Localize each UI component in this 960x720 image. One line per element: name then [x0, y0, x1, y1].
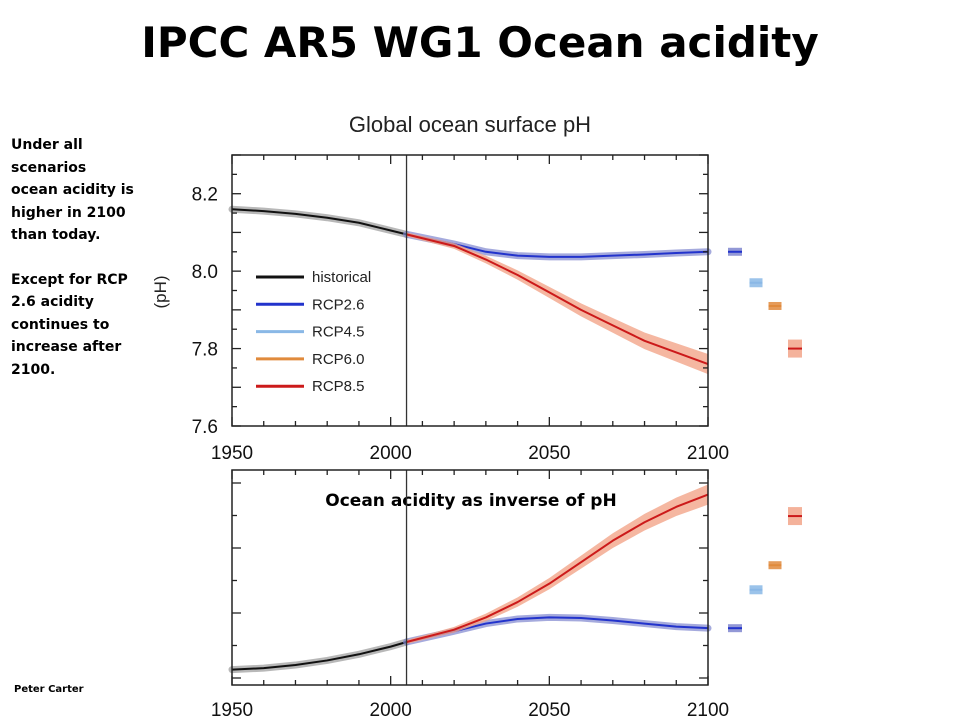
y-tick-label: 8.2 [192, 185, 218, 206]
x-tick-label: 1950 [211, 700, 253, 720]
band-historical [228, 638, 411, 674]
series-line-rcp26 [406, 616, 709, 643]
panel2-ticks: 1950 2000 2050 2100 [211, 470, 729, 720]
side-note: Under all scenarios ocean acidity is hig… [11, 134, 136, 403]
x-tick-label: 2100 [687, 443, 729, 464]
series-line-historical [231, 208, 407, 236]
x-tick-label: 2050 [528, 443, 570, 464]
panel1-y-axis-label: (pH) [151, 275, 170, 308]
y-tick-label: 7.6 [192, 417, 218, 438]
panel1-plot [228, 155, 802, 426]
y-tick-label: 7.8 [192, 340, 218, 361]
legend-label-rcp45: RCP4.5 [312, 324, 365, 341]
series-line-rcp85 [406, 493, 709, 643]
band-historical [228, 205, 411, 238]
series-line-rcp85 [406, 233, 709, 365]
x-tick-label: 2050 [528, 700, 570, 720]
panel1-title: Global ocean surface pH [349, 112, 591, 137]
band-rcp85 [406, 484, 708, 644]
panel1-legend: historical RCP2.6 RCP4.5 RCP6.0 RCP8.5 [256, 269, 371, 395]
slide-title: IPCC AR5 WG1 Ocean acidity [141, 18, 819, 67]
legend-label-historical: historical [312, 269, 371, 286]
x-tick-label: 1950 [211, 443, 253, 464]
panel2-title: Ocean acidity as inverse of pH [325, 491, 616, 511]
series-line-historical [231, 641, 407, 671]
panel2-plot [228, 470, 802, 685]
panel1-ticks: 1950 2000 2050 2100 7.6 7.8 8.0 8.2 [192, 154, 729, 464]
panel2-frame [231, 469, 709, 686]
band-rcp85 [406, 232, 708, 375]
legend-label-rcp85: RCP8.5 [312, 378, 365, 395]
author-credit: Peter Carter [14, 684, 84, 695]
x-tick-label: 2000 [370, 700, 412, 720]
side-note-paragraph-1: Under all scenarios ocean acidity is hig… [11, 137, 134, 243]
legend-label-rcp26: RCP2.6 [312, 296, 365, 313]
side-note-paragraph-2: Except for RCP 2.6 acidity continues to … [11, 271, 128, 378]
legend-label-rcp60: RCP6.0 [312, 351, 365, 368]
x-tick-label: 2100 [687, 700, 729, 720]
y-tick-label: 8.0 [192, 262, 218, 283]
x-tick-label: 2000 [370, 443, 412, 464]
series-line-rcp26 [406, 233, 709, 258]
